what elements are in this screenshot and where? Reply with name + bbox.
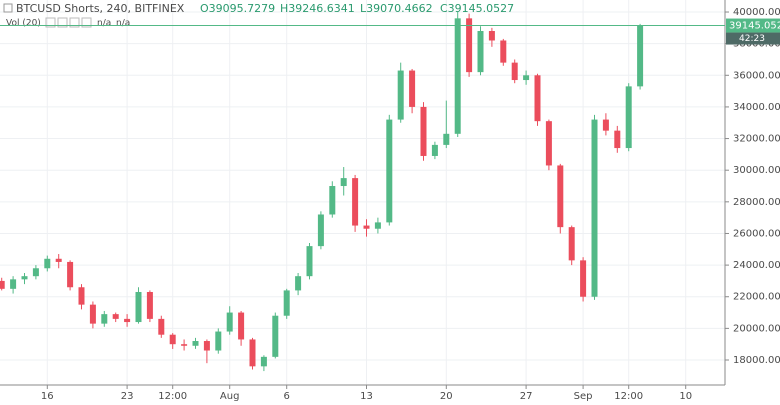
candle-body: [135, 291, 142, 323]
candle-body: [397, 70, 404, 120]
candle-body: [329, 186, 336, 215]
x-tick-label: Sep: [574, 391, 593, 402]
candle-body: [340, 178, 347, 187]
candle-body: [363, 225, 370, 229]
candle-body: [523, 75, 530, 81]
candle-body: [10, 279, 17, 289]
candle-body: [215, 331, 222, 351]
candle-body: [557, 165, 564, 228]
candle-body: [181, 344, 188, 346]
price-label-box: [726, 18, 780, 33]
candle-body: [249, 339, 256, 367]
candle-body: [409, 70, 416, 107]
high-value: H39246.6341: [280, 2, 355, 15]
candle-body: [568, 227, 575, 261]
y-tick-label: 20000.0000: [733, 323, 780, 334]
candle-body: [89, 304, 96, 324]
candle-body: [67, 261, 74, 288]
candle-body: [295, 276, 302, 291]
candle-body: [580, 260, 587, 297]
candle-body: [637, 25, 644, 87]
x-tick-label: 12:00: [614, 391, 643, 402]
candle-body: [511, 62, 518, 81]
candle-body: [374, 222, 381, 229]
candle-body: [158, 318, 165, 335]
indicator-icon[interactable]: [81, 17, 92, 28]
candle-body: [32, 268, 39, 277]
low-value: L39070.4662: [360, 2, 433, 15]
candle-body: [625, 86, 632, 149]
indicator-name: Vol (20): [6, 19, 41, 29]
candle-body: [192, 341, 199, 346]
grid: [0, 0, 725, 385]
candle-body: [431, 144, 438, 156]
candle-body: [488, 31, 495, 41]
candle-body: [602, 119, 609, 131]
candle-body: [21, 276, 28, 280]
countdown-box: [726, 32, 780, 45]
candle-body: [500, 40, 507, 63]
candle-body: [124, 318, 131, 323]
candle-body: [169, 334, 176, 345]
candle-body: [454, 18, 461, 134]
indicator-icon[interactable]: [69, 17, 80, 28]
chart-title: BTCUSD Shorts, 240, BITFINEX: [16, 2, 185, 15]
candle-body: [238, 312, 245, 340]
candle-body: [226, 312, 233, 332]
x-tick-label: 16: [41, 391, 54, 402]
y-tick-label: 28000.0000: [733, 197, 780, 208]
open-value: O39095.7279: [200, 2, 275, 15]
candle-body: [146, 291, 153, 319]
collapse-icon[interactable]: [3, 3, 13, 13]
candle-body: [0, 280, 5, 289]
y-tick-label: 32000.0000: [733, 134, 780, 145]
indicator-icon[interactable]: [57, 17, 68, 28]
indicator-value: n/a: [116, 19, 130, 29]
y-tick-label: 30000.0000: [733, 165, 780, 176]
y-tick-label: 34000.0000: [733, 102, 780, 113]
candle-body: [466, 18, 473, 73]
candle-body: [306, 246, 313, 277]
candle-body: [386, 119, 393, 223]
x-tick-label: 12:00: [158, 391, 187, 402]
indicator-icon[interactable]: [45, 17, 56, 28]
candles: [0, 12, 644, 372]
x-tick-label: 20: [440, 391, 453, 402]
y-tick-label: 36000.0000: [733, 70, 780, 81]
candle-body: [420, 106, 427, 156]
countdown: 42:23: [739, 34, 765, 44]
candle-body: [283, 290, 290, 316]
indicator-value: n/a: [97, 19, 111, 29]
candle-body: [55, 258, 62, 262]
x-tick-label: 23: [121, 391, 134, 402]
candle-body: [272, 315, 279, 357]
candle-body: [614, 130, 621, 149]
y-tick-label: 24000.0000: [733, 260, 780, 271]
candle-body: [112, 314, 119, 319]
x-tick-label: 13: [360, 391, 373, 402]
candle-body: [477, 31, 484, 73]
candle-body: [101, 314, 108, 324]
candle-body: [203, 341, 210, 351]
y-tick-label: 40000.0000: [733, 7, 780, 18]
candle-body: [352, 178, 359, 226]
x-tick-label: 10: [679, 391, 692, 402]
candle-body: [78, 287, 85, 305]
candle-body: [443, 133, 450, 145]
candle-body: [534, 75, 541, 122]
y-tick-label: 22000.0000: [733, 292, 780, 303]
price-label: 39145.0527: [729, 21, 780, 32]
y-tick-label: 26000.0000: [733, 228, 780, 239]
x-tick-label: 27: [520, 391, 533, 402]
candle-body: [260, 356, 267, 367]
candle-body: [591, 119, 598, 297]
x-tick-label: 6: [284, 391, 290, 402]
x-tick-label: Aug: [220, 391, 240, 402]
candle-body: [44, 258, 51, 269]
close-value: C39145.0527: [440, 2, 514, 15]
candle-body: [317, 214, 324, 247]
candle-body: [545, 121, 552, 166]
y-tick-label: 18000.0000: [733, 355, 780, 366]
